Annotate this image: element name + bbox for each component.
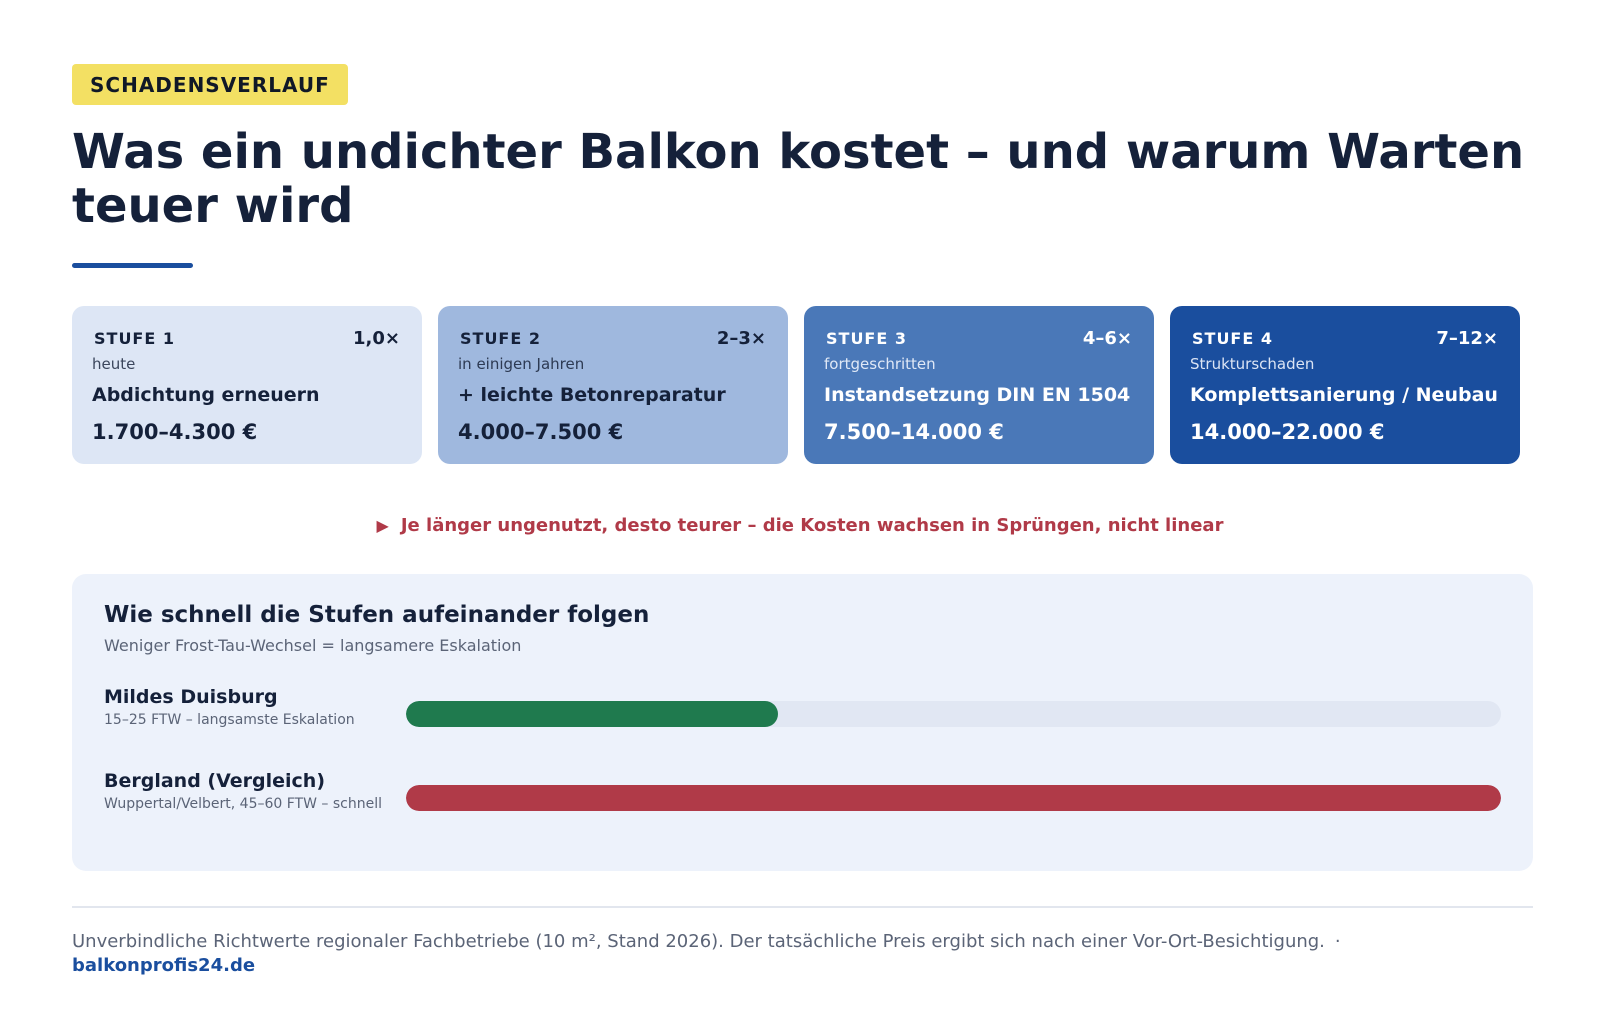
stage-card-1: STUFE 1 1,0× heute Abdichtung erneuern 1…	[72, 306, 422, 464]
stage-card-4: STUFE 4 7–12× Strukturschaden Komplettsa…	[1170, 306, 1520, 464]
panel-title: Wie schnell die Stufen aufeinander folge…	[104, 602, 650, 628]
stage-label: STUFE 4	[1192, 329, 1273, 348]
stage-card-header: STUFE 1 1,0×	[92, 328, 402, 349]
stage-card-header: STUFE 4 7–12×	[1190, 328, 1500, 349]
stage-price: 14.000–22.000 €	[1190, 420, 1385, 444]
stage-card-header: STUFE 2 2–3×	[458, 328, 768, 349]
stage-multiplier: 7–12×	[1436, 328, 1498, 349]
escalation-speed-panel: Wie schnell die Stufen aufeinander folge…	[72, 574, 1533, 871]
stage-price: 4.000–7.500 €	[458, 420, 624, 444]
footer-separator: ·	[1334, 931, 1341, 952]
stage-timing: fortgeschritten	[824, 355, 936, 373]
stage-multiplier: 2–3×	[716, 328, 766, 349]
region-name: Bergland (Vergleich)	[104, 770, 326, 792]
footer-note: Unverbindliche Richtwerte regionaler Fac…	[72, 931, 1325, 952]
speed-row-label: Bergland (Vergleich) Wuppertal/Velbert, …	[104, 770, 384, 814]
speed-row-duisburg: Mildes Duisburg 15–25 FTW – langsamste E…	[104, 686, 1501, 748]
stage-multiplier: 4–6×	[1082, 328, 1132, 349]
stage-timing: heute	[92, 355, 136, 373]
page-title: Was ein undichter Balkon kostet – und wa…	[72, 124, 1525, 234]
eyebrow-badge: SCHADENSVERLAUF	[72, 64, 348, 105]
stage-action: + leichte Betonreparatur	[458, 384, 726, 406]
panel-subtitle: Weniger Frost-Tau-Wechsel = langsamere E…	[104, 636, 522, 655]
speed-row-bergland: Bergland (Vergleich) Wuppertal/Velbert, …	[104, 770, 1501, 832]
footer: Unverbindliche Richtwerte regionaler Fac…	[72, 930, 1533, 978]
region-description: Wuppertal/Velbert, 45–60 FTW – schnell	[104, 796, 382, 812]
title-underline	[72, 263, 193, 268]
footer-divider	[72, 906, 1533, 908]
progress-track	[406, 701, 1501, 727]
region-name: Mildes Duisburg	[104, 686, 278, 708]
stage-timing: Strukturschaden	[1190, 355, 1315, 373]
stage-timing: in einigen Jahren	[458, 355, 585, 373]
stage-card-3: STUFE 3 4–6× fortgeschritten Instandsetz…	[804, 306, 1154, 464]
stage-cards: STUFE 1 1,0× heute Abdichtung erneuern 1…	[72, 306, 1528, 464]
triangle-right-icon: ▶	[376, 516, 389, 535]
stage-action: Instandsetzung DIN EN 1504	[824, 384, 1131, 406]
brand-link[interactable]: balkonprofis24.de	[72, 955, 256, 976]
stage-label: STUFE 1	[94, 329, 175, 348]
progress-track	[406, 785, 1501, 811]
stage-label: STUFE 2	[460, 329, 541, 348]
stage-price: 1.700–4.300 €	[92, 420, 258, 444]
stage-label: STUFE 3	[826, 329, 907, 348]
progress-fill	[406, 785, 1501, 811]
cost-warning: ▶ Je länger ungenutzt, desto teurer – die…	[0, 515, 1600, 536]
stage-card-header: STUFE 3 4–6×	[824, 328, 1134, 349]
stage-multiplier: 1,0×	[353, 328, 400, 349]
speed-row-label: Mildes Duisburg 15–25 FTW – langsamste E…	[104, 686, 384, 730]
stage-action: Komplettsanierung / Neubau	[1190, 384, 1498, 406]
warning-text: Je länger ungenutzt, desto teurer – die …	[400, 515, 1224, 536]
stage-card-2: STUFE 2 2–3× in einigen Jahren + leichte…	[438, 306, 788, 464]
stage-action: Abdichtung erneuern	[92, 384, 320, 406]
region-description: 15–25 FTW – langsamste Eskalation	[104, 712, 355, 728]
progress-fill	[406, 701, 779, 727]
stage-price: 7.500–14.000 €	[824, 420, 1004, 444]
